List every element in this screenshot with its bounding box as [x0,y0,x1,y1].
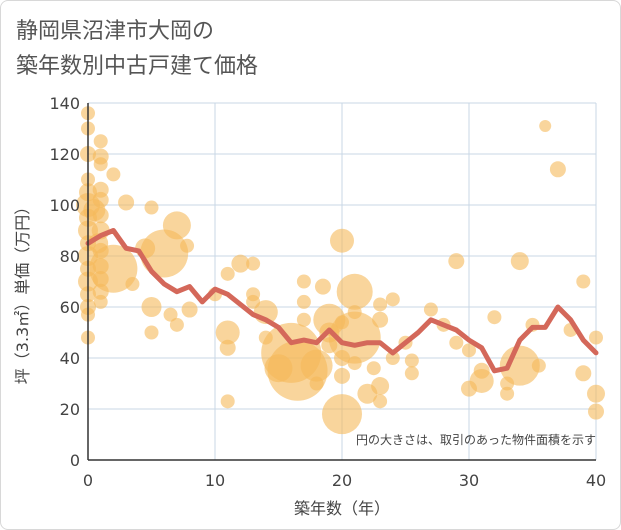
bubble-80 [371,377,390,396]
trend-line [85,228,599,374]
bubble-33 [125,277,140,292]
bubble-27 [93,294,108,309]
x-tick-label-1: 10 [205,471,225,490]
bubble-101 [531,358,546,373]
bubble-74 [328,311,381,364]
bubble-60 [296,312,311,327]
bubble-67 [330,228,354,253]
bubble-47 [219,339,236,356]
bubble-18 [93,157,108,172]
bubble-70 [334,367,350,384]
bubble-75 [347,356,362,371]
bubble-94 [473,362,490,379]
y-axis-title: 坪（3.3㎡）単価（万円） [13,199,32,384]
bubble-103 [549,161,566,178]
x-tick-label-2: 20 [332,471,352,490]
axes [87,103,596,461]
bubble-43 [181,301,198,318]
bubble-107 [589,330,603,345]
bubble-39 [163,307,178,322]
bubble-81 [373,394,388,409]
x-tick-label-3: 30 [459,471,479,490]
bubble-50 [246,256,261,271]
bubble-109 [588,403,604,420]
y-tick-label-0: 0 [70,451,80,470]
bubble-36 [141,297,162,317]
bubble-97 [500,386,515,401]
bubble-87 [423,302,438,317]
x-tick-label-4: 40 [586,471,606,490]
bubble-63 [314,278,331,295]
y-tick-label-2: 40 [60,349,80,368]
bubble-series [76,106,605,435]
bubble-62 [309,376,324,391]
bubble-89 [448,253,465,270]
bubble-32 [118,194,135,211]
bubble-102 [539,119,552,132]
bubble-28 [83,199,106,222]
bubble-58 [296,274,311,289]
bubble-35 [144,200,159,215]
bubble-106 [575,365,592,382]
bubble-40 [162,211,191,240]
bubble-108 [587,384,605,403]
bubble-37 [144,325,159,340]
bubble-49 [231,254,250,273]
bubble-16 [93,134,108,149]
size-note: 円の大きさは、取引のあった物件面積を示す [356,432,596,447]
y-tick-label-1: 20 [60,400,80,419]
bubble-79 [372,311,389,328]
bubble-30 [106,167,121,182]
bubble-31 [89,244,138,293]
y-tick-label-7: 140 [49,94,80,113]
chart-title: 静岡県沼津市大岡の 築年数別中古戸建て価格 [16,14,258,84]
bubble-72 [336,273,373,310]
bubble-83 [385,351,400,365]
x-axis-title: 築年数（年） [294,499,390,518]
bubble-86 [404,353,419,368]
bubble-90 [449,335,464,350]
bubble-105 [576,274,591,289]
chart-title-line-1: 静岡県沼津市大岡の [16,19,215,44]
y-tick-label-6: 120 [49,145,80,164]
bubble-77 [366,361,381,376]
bubble-98 [510,252,529,271]
y-tick-label-3: 60 [60,298,80,317]
bubble-99 [499,345,540,386]
bubble-82 [385,292,400,307]
chart-title-line-2: 築年数別中古戸建て価格 [16,54,259,79]
bubble-46 [215,320,240,345]
y-tick-label-5: 100 [49,196,80,215]
bubble-42 [180,238,195,253]
bubble-59 [296,294,311,309]
bubble-41 [169,317,184,332]
y-tick-label-4: 80 [60,247,80,266]
bubble-71 [322,394,362,435]
bubble-61 [300,349,333,382]
bubble-45 [220,266,235,281]
tick-labels: 0 20 40 60 80 100 120 140 0 10 20 30 40 [49,94,606,490]
bubble-38 [140,229,189,278]
x-tick-label-0: 0 [83,471,93,490]
bubble-95 [487,310,502,325]
bubble-78 [373,297,388,312]
bubble-91 [462,343,476,358]
bubble-48 [220,394,235,409]
bubble-85 [404,366,419,381]
